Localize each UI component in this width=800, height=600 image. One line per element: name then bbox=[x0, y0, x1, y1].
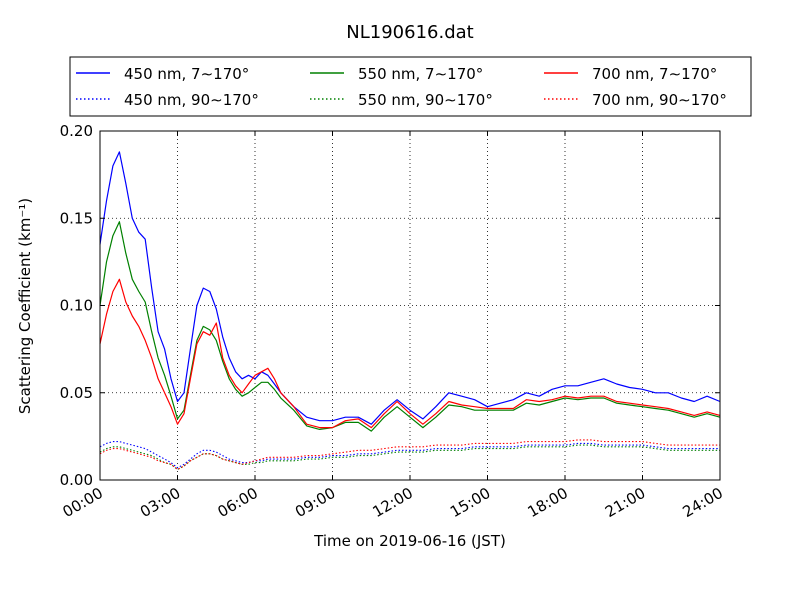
legend-frame bbox=[69, 56, 752, 117]
series-line-1 bbox=[99, 441, 720, 469]
series-line-2 bbox=[99, 221, 721, 432]
y-tick-label: 0.00 bbox=[60, 471, 93, 489]
grid bbox=[100, 131, 720, 480]
y-axis-label: Scattering Coefficient (km⁻¹) bbox=[16, 198, 34, 414]
series-line-0 bbox=[99, 151, 721, 425]
y-tick-label: 0.15 bbox=[60, 209, 93, 227]
series-line-5 bbox=[99, 439, 720, 471]
legend-label-3: 550 nm, 90∼170° bbox=[358, 91, 493, 109]
legend: 450 nm, 7∼170° 550 nm, 7∼170° 700 nm, 7∼17… bbox=[69, 56, 752, 117]
series-line-4 bbox=[99, 278, 721, 429]
legend-label-2: 550 nm, 7∼170° bbox=[358, 65, 483, 83]
x-axis-label: Time on 2019-06-16 (JST) bbox=[313, 532, 506, 550]
y-tick-label: 0.10 bbox=[60, 297, 93, 315]
series-layer bbox=[99, 151, 721, 471]
chart-title: NL190616.dat bbox=[346, 22, 473, 43]
legend-label-1: 450 nm, 90∼170° bbox=[124, 91, 259, 109]
legend-label-0: 450 nm, 7∼170° bbox=[124, 65, 249, 83]
legend-label-5: 700 nm, 90∼170° bbox=[592, 91, 727, 109]
y-tick-label: 0.05 bbox=[60, 384, 93, 402]
legend-label-4: 700 nm, 7∼170° bbox=[592, 65, 717, 83]
plot-area: 00:00 03:00 06:00 09:00 12:00 15:00 18:00 21:00… bbox=[60, 122, 726, 521]
y-tick-label: 0.20 bbox=[60, 122, 93, 140]
